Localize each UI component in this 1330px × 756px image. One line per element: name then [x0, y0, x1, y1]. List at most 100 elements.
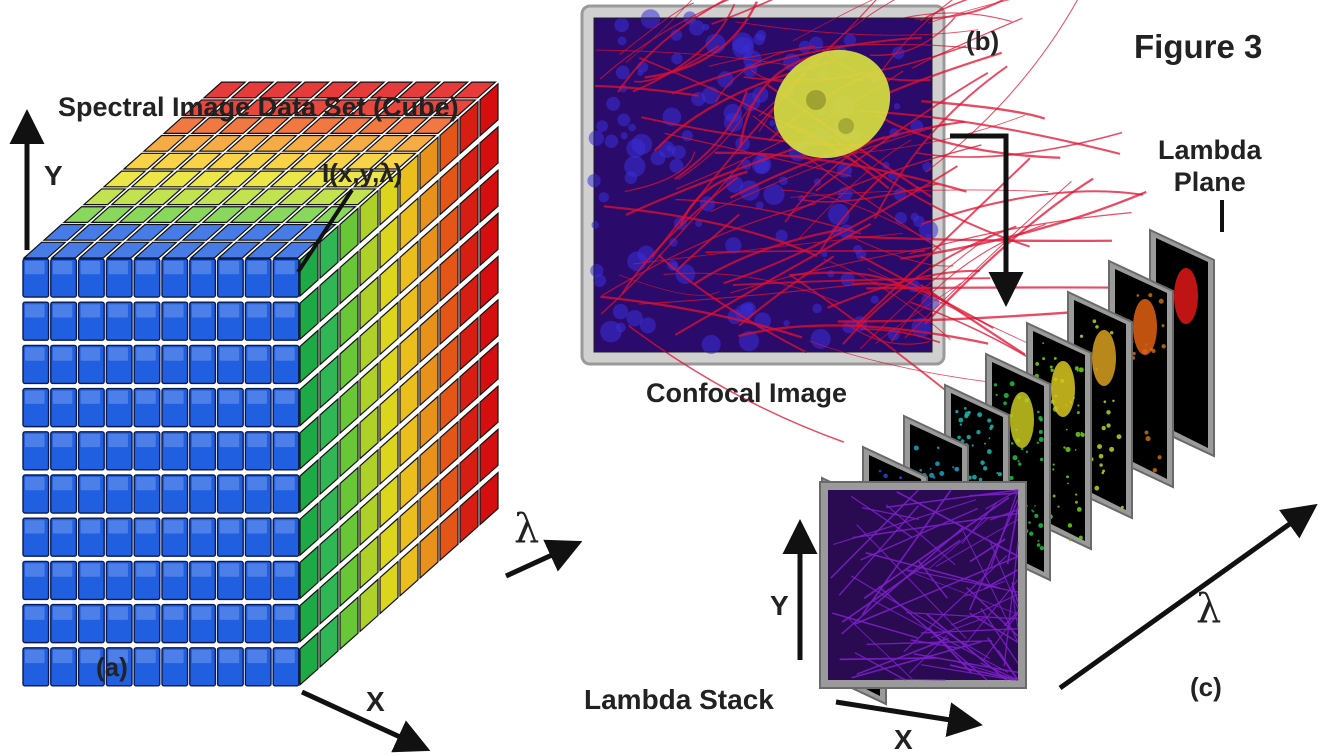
- cube-top-cell: [285, 81, 331, 99]
- confocal-blue-spot: [810, 328, 831, 349]
- stack-plane-texture: [959, 423, 963, 426]
- cube-cell-highlight: [108, 261, 128, 275]
- cube-side-cell: [479, 125, 499, 181]
- cube-side-cell: [379, 430, 399, 486]
- stack-plane-texture: [1120, 505, 1124, 509]
- cube-top-cell: [293, 99, 338, 117]
- cube-side-cell: [419, 438, 439, 493]
- confocal-blue-spot: [775, 229, 788, 243]
- stack-plane-texture: [1094, 485, 1100, 491]
- cube-top-cell: [42, 223, 87, 241]
- cube-side-cell: [359, 318, 379, 374]
- stack-plane-texture: [1145, 436, 1151, 442]
- cube-top-cell: [158, 170, 203, 188]
- cube-side-cell: [439, 377, 459, 432]
- stack-plane-texture: [1132, 351, 1136, 356]
- cube-side-cell: [299, 631, 319, 687]
- cube-top-cell: [98, 223, 143, 241]
- cube-cell-highlight: [25, 520, 45, 534]
- cube-cell-highlight: [25, 390, 45, 404]
- cube-top-cell: [162, 117, 207, 134]
- cube-cell-highlight: [136, 563, 156, 577]
- stack-plane-texture: [1092, 319, 1097, 324]
- cube-cell-highlight: [191, 477, 212, 491]
- confocal-blue-spot: [616, 322, 626, 333]
- cube-x-axis-arrow: [300, 689, 431, 753]
- stack-plane-texture: [1080, 431, 1083, 434]
- confocal-blue-spot: [620, 132, 628, 140]
- stack-plane-texture: [1076, 506, 1082, 512]
- confocal-blue-spot: [893, 103, 901, 110]
- cube-cell-highlight: [219, 477, 240, 491]
- cube-side-cell: [339, 509, 359, 565]
- cube-top-cell: [102, 170, 147, 188]
- cube-axes: [9, 109, 583, 753]
- cube-cell-highlight: [164, 304, 184, 318]
- confocal-blue-spot: [755, 201, 764, 210]
- confocal-fiber: [927, 0, 1010, 24]
- stack-plane-texture: [982, 466, 988, 471]
- confocal-blue-spot: [701, 334, 721, 354]
- confocal-fiber: [705, 250, 926, 253]
- cube-cell-highlight: [219, 304, 240, 318]
- stack-axis-lambda-label: λ: [1196, 586, 1222, 632]
- cube-cell-highlight: [247, 304, 267, 318]
- figure-number: Figure 3: [1134, 28, 1263, 65]
- confocal-blue-spot: [598, 192, 610, 203]
- stack-plane-texture: [1161, 344, 1166, 349]
- panel-label-c: (c): [1190, 672, 1222, 702]
- confocal-blue-spot: [624, 171, 638, 184]
- cube-top-cell: [138, 188, 183, 206]
- confocal-fiber: [890, 223, 1046, 342]
- confocal-fiber: [711, 0, 774, 25]
- cube-cell-highlight: [219, 649, 240, 664]
- cube-cell-highlight: [191, 347, 212, 361]
- cube-side-cell: [439, 204, 459, 260]
- cube-side-cell: [419, 481, 439, 537]
- stack-plane-nucleus: [1092, 330, 1116, 386]
- confocal-blue-spot: [640, 9, 661, 29]
- cube-cell-highlight: [219, 606, 240, 620]
- cube-cell-highlight: [275, 606, 295, 620]
- stack-plane-texture: [955, 410, 959, 414]
- stack-front-fiber: [965, 586, 1019, 637]
- stack-front-fiber: [839, 657, 936, 661]
- cube-axis-lambda-label: λ: [514, 506, 540, 552]
- cube-top-cell: [329, 117, 374, 134]
- cube-top-cell: [377, 99, 422, 117]
- cube-cell-highlight: [247, 563, 267, 577]
- cube-cell-highlight: [164, 433, 184, 448]
- cube-side-cell: [379, 301, 399, 356]
- cube-cell-highlight: [247, 261, 267, 275]
- cube-cell-highlight: [108, 606, 128, 620]
- cube-side-cell: [339, 336, 359, 392]
- cube-top-cell: [110, 188, 155, 206]
- lambda-plane-line2: Plane: [1173, 167, 1246, 197]
- confocal-fiber: [715, 45, 815, 103]
- cube-top-cell: [142, 134, 187, 152]
- confocal-fiber: [624, 151, 696, 193]
- stack-plane-texture: [1079, 334, 1084, 338]
- confocal-fiber: [866, 286, 1139, 290]
- confocal-fiber: [679, 170, 748, 226]
- stack-plane-texture: [1158, 298, 1164, 304]
- confocal-fiber: [842, 225, 1017, 345]
- cube-top-cell: [165, 188, 211, 206]
- cube-side-cell: [319, 484, 339, 539]
- cube-side-cell: [339, 595, 359, 651]
- cube-side-cell: [439, 118, 459, 173]
- confocal-fiber: [621, 176, 738, 295]
- stack-front-fiber: [964, 580, 1006, 597]
- cube-cell-highlight: [80, 433, 101, 448]
- cube-top-cell: [118, 206, 163, 223]
- cube-side-cell: [319, 440, 339, 496]
- confocal-blue-spot: [910, 212, 919, 222]
- stack-plane-texture: [1099, 463, 1103, 467]
- stack-front-fiber: [998, 649, 1019, 681]
- cube-side-cell: [339, 379, 359, 435]
- confocal-blue-spot: [626, 309, 643, 327]
- cube-cell-highlight: [52, 433, 73, 448]
- confocal-blue-spot: [666, 145, 673, 152]
- stack-plane-texture: [1042, 342, 1045, 345]
- cube-side-cell: [419, 265, 439, 321]
